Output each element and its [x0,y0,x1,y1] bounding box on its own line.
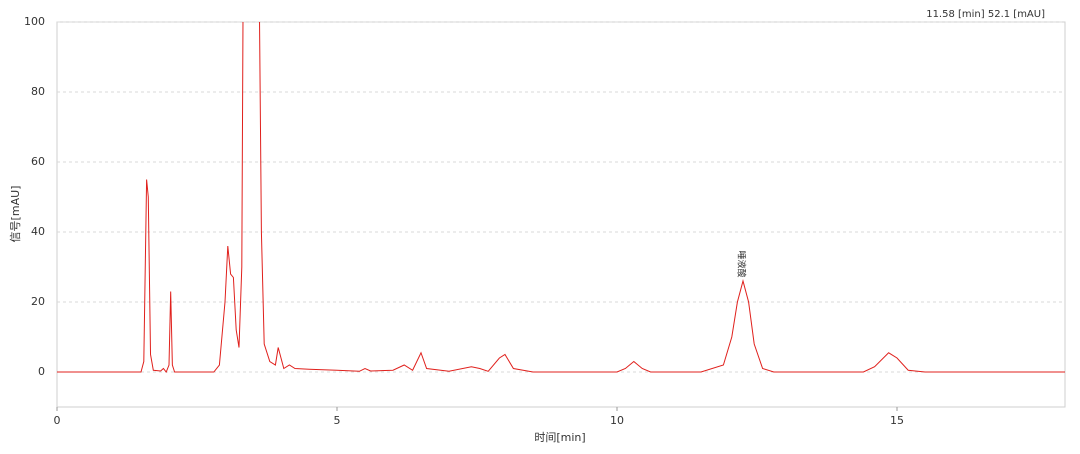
x-axis-label: 时间[min] [534,431,585,444]
x-tick-label: 10 [610,414,624,427]
x-tick-label: 0 [54,414,61,427]
x-tick-label: 5 [334,414,341,427]
cursor-readout: 11.58 [min] 52.1 [mAU] [926,9,1045,20]
y-tick-label: 40 [31,225,45,238]
y-tick-label: 100 [24,15,45,28]
y-tick-label: 60 [31,155,45,168]
x-tick-label: 15 [890,414,904,427]
y-tick-label: 0 [38,365,45,378]
y-axis-label: 信号[mAU] [9,186,22,243]
y-tick-label: 20 [31,295,45,308]
y-tick-label: 80 [31,85,45,98]
signal-line [57,22,1065,373]
plot-frame [56,21,1066,408]
peak-annotation: 唾液酸 [736,250,748,277]
